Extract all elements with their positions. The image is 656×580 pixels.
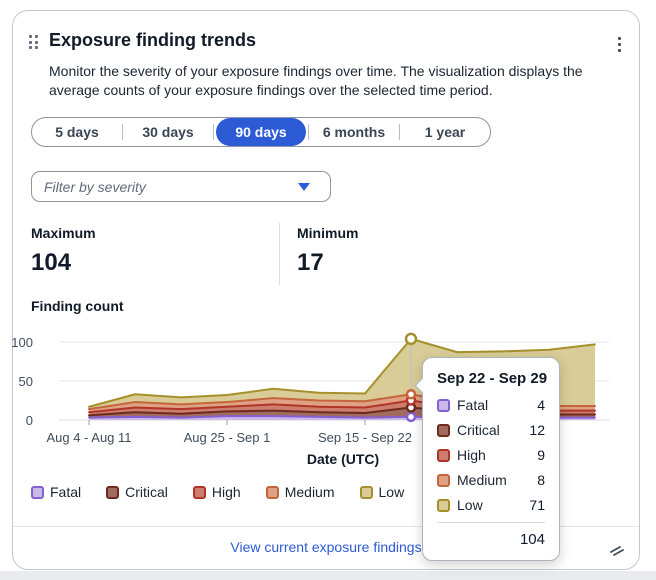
tooltip-row-value: 9 — [537, 447, 545, 463]
range-option-1-year[interactable]: 1 year — [400, 118, 490, 146]
legend-label: Fatal — [50, 484, 82, 500]
tooltip-row-value: 71 — [529, 497, 545, 513]
minimum-label: Minimum — [297, 225, 359, 241]
chart-legend: Fatal Critical High Medium Low — [31, 484, 404, 500]
tooltip-row-critical: Critical 12 — [437, 422, 545, 438]
fatal-swatch-icon — [437, 398, 450, 412]
tooltip-row-label: Low — [457, 497, 483, 513]
chart-title: Finding count — [31, 298, 124, 314]
tooltip-row-value: 8 — [537, 472, 545, 488]
tooltip-row-high: High 9 — [437, 447, 545, 463]
low-swatch-icon — [437, 498, 450, 512]
legend-item-fatal[interactable]: Fatal — [31, 484, 81, 500]
tooltip-row-label: Medium — [457, 472, 507, 488]
medium-swatch-icon — [437, 473, 450, 487]
x-axis-tick-1: Aug 4 - Aug 11 — [46, 430, 132, 445]
high-swatch-icon — [192, 485, 206, 499]
tooltip-divider — [437, 522, 545, 523]
view-current-exposure-findings-link[interactable]: View current exposure findings — [230, 539, 422, 555]
low-swatch-icon — [359, 485, 373, 499]
resize-handle-icon[interactable] — [607, 543, 625, 559]
legend-item-high[interactable]: High — [192, 484, 241, 500]
range-option-90-days[interactable]: 90 days — [216, 118, 306, 146]
exposure-finding-trends-widget: Exposure finding trends Monitor the seve… — [11, 10, 640, 570]
tooltip-row-value: 12 — [529, 422, 545, 438]
tooltip-row-label: High — [457, 447, 486, 463]
maximum-label: Maximum — [31, 225, 96, 241]
time-range-segmented-control: 5 days 30 days 90 days 6 months 1 year — [31, 117, 491, 147]
legend-item-medium[interactable]: Medium — [265, 484, 335, 500]
segment-separator — [308, 124, 309, 140]
fatal-swatch-icon — [31, 485, 44, 499]
legend-label: Medium — [284, 484, 335, 500]
x-axis-tick-2: Aug 25 - Sep 1 — [183, 430, 271, 445]
tooltip-row-low: Low 71 — [437, 497, 545, 513]
critical-swatch-icon — [437, 423, 450, 437]
tooltip-total: 104 — [519, 531, 545, 548]
maximum-stat: Maximum 104 — [31, 225, 96, 277]
maximum-value: 104 — [31, 249, 72, 276]
page-background-strip — [0, 571, 656, 580]
chevron-down-icon — [298, 182, 310, 191]
legend-label: High — [211, 484, 241, 500]
tooltip-row-medium: Medium 8 — [437, 472, 545, 488]
tooltip-row-label: Fatal — [457, 397, 489, 413]
range-option-30-days[interactable]: 30 days — [123, 118, 213, 146]
severity-filter-dropdown[interactable]: Filter by severity — [31, 171, 331, 202]
legend-label: Low — [378, 484, 405, 500]
medium-swatch-icon — [265, 485, 279, 499]
chart-tooltip: Sep 22 - Sep 29 Fatal 4 Critical 12 High… — [414, 357, 560, 561]
y-axis-tick-100: 100 — [11, 335, 33, 350]
tooltip-row-value: 4 — [537, 397, 545, 413]
tooltip-row-label: Critical — [457, 422, 500, 438]
range-option-5-days[interactable]: 5 days — [32, 118, 122, 146]
legend-label: Critical — [125, 484, 168, 500]
kebab-menu-icon[interactable] — [607, 31, 631, 57]
footer-divider — [13, 526, 639, 527]
stats-divider — [279, 223, 280, 285]
widget-title: Exposure finding trends — [49, 30, 257, 50]
critical-swatch-icon — [106, 485, 120, 499]
x-axis-label: Date (UTC) — [306, 451, 380, 467]
range-option-6-months[interactable]: 6 months — [309, 118, 399, 146]
high-swatch-icon — [437, 448, 450, 462]
segment-separator — [399, 124, 400, 140]
minimum-value: 17 — [297, 249, 324, 276]
y-axis-tick-50: 50 — [18, 374, 33, 389]
legend-item-critical[interactable]: Critical — [106, 484, 168, 500]
y-axis-tick-0: 0 — [25, 413, 33, 428]
legend-item-low[interactable]: Low — [359, 484, 405, 500]
segment-separator — [213, 124, 214, 140]
tooltip-row-fatal: Fatal 4 — [437, 397, 545, 413]
segment-separator — [122, 124, 123, 140]
minimum-stat: Minimum 17 — [297, 225, 358, 277]
widget-description: Monitor the severity of your exposure fi… — [49, 63, 583, 98]
filter-placeholder: Filter by severity — [44, 178, 146, 195]
tooltip-header: Sep 22 - Sep 29 — [437, 370, 548, 387]
x-axis-tick-3: Sep 15 - Sep 22 — [318, 430, 412, 445]
drag-handle-icon[interactable] — [29, 35, 40, 51]
